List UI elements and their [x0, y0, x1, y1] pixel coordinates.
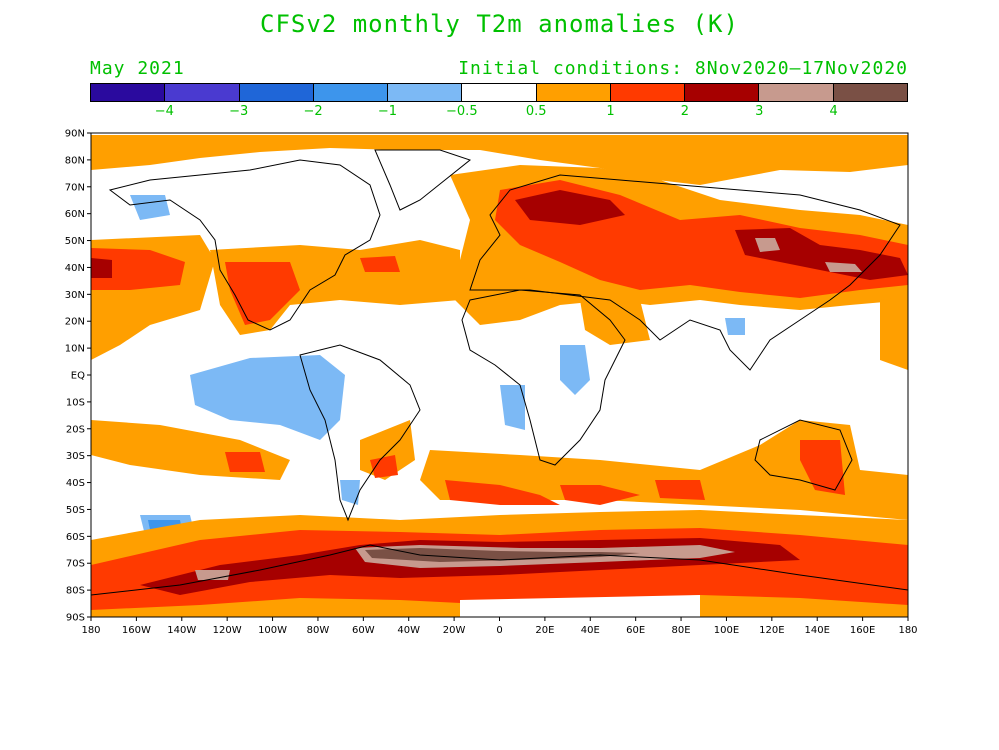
- legend-labels: −4 −3 −2 −1 −0.5 0.5 1 2 3 4: [90, 104, 908, 120]
- legend-swatch: [91, 84, 166, 101]
- greenland-outline: [374, 149, 472, 211]
- lat-label: 80S: [66, 586, 85, 597]
- lat-label: 70N: [65, 182, 85, 193]
- legend-label: 2: [680, 104, 690, 119]
- lat-label: 60S: [66, 532, 85, 543]
- anomaly-region: [755, 238, 780, 252]
- legend-label: 1: [606, 104, 615, 119]
- lat-label: 90S: [66, 613, 85, 624]
- lat-label: 60N: [65, 209, 85, 220]
- lon-label: 100E: [714, 625, 739, 636]
- anomaly-region: [560, 345, 590, 395]
- lon-label: 160E: [850, 625, 875, 636]
- anomaly-region: [655, 480, 705, 500]
- lat-label: 80N: [65, 155, 85, 166]
- legend-swatch: [536, 84, 611, 101]
- color-legend: [90, 83, 908, 102]
- lon-label: 40W: [397, 625, 420, 636]
- lon-label: 180: [898, 625, 917, 636]
- lat-label: 10N: [65, 344, 85, 355]
- legend-swatch: [313, 84, 389, 101]
- anomaly-region: [91, 135, 908, 185]
- south-america-outline: [299, 344, 421, 522]
- anomaly-region: [500, 385, 525, 430]
- lat-label: EQ: [71, 371, 85, 382]
- coastlines: [91, 149, 908, 596]
- anomaly-region: [340, 480, 360, 505]
- legend-label: −3: [229, 104, 249, 119]
- legend-label: 3: [755, 104, 764, 119]
- legend-swatch: [610, 84, 686, 101]
- lat-label: 20N: [65, 317, 85, 328]
- legend-label: −4: [154, 104, 174, 119]
- legend-swatch: [165, 84, 240, 101]
- north-america-outline: [108, 159, 381, 331]
- anomaly-region: [580, 300, 650, 345]
- legend-label: 4: [829, 104, 838, 119]
- anomaly-region: [91, 248, 185, 290]
- anomaly-region: [225, 452, 265, 472]
- lat-label: 50N: [65, 236, 85, 247]
- lon-label: 100W: [258, 625, 287, 636]
- initial-conditions: Initial conditions: 8Nov2020–17Nov2020: [458, 58, 908, 79]
- legend-label: 0.5: [525, 104, 547, 119]
- lon-label: 20W: [443, 625, 466, 636]
- legend-label: −0.5: [446, 104, 478, 119]
- legend-label: −2: [303, 104, 323, 119]
- legend-swatch: [462, 84, 537, 101]
- axis-ticks: 90N 80N 70N 60N 50N 40N 30N 20N 10N EQ 10S 20S 30S 40…: [65, 129, 918, 637]
- legend-swatch: [388, 84, 463, 101]
- australia-outline: [754, 419, 853, 491]
- lat-label: 20S: [66, 424, 85, 435]
- lat-label: 50S: [66, 505, 85, 516]
- lon-label: 120E: [759, 625, 784, 636]
- lon-label: 80W: [307, 625, 330, 636]
- anomaly-region: [515, 190, 625, 225]
- anomaly-region: [420, 420, 908, 520]
- legend-swatch: [685, 84, 760, 101]
- anomaly-region: [370, 455, 398, 478]
- valid-month: May 2021: [90, 58, 185, 79]
- legend-label: −1: [377, 104, 398, 119]
- legend-swatch: [239, 84, 314, 101]
- lon-label: 120W: [213, 625, 242, 636]
- lon-label: 60W: [352, 625, 375, 636]
- anomaly-region: [360, 256, 400, 272]
- lat-label: 90N: [65, 129, 85, 140]
- lat-label: 70S: [66, 559, 85, 570]
- africa-outline: [461, 289, 626, 466]
- anomaly-region: [560, 485, 640, 505]
- lon-label: 20E: [535, 625, 554, 636]
- lon-label: 0: [496, 625, 502, 636]
- anomaly-region: [825, 262, 862, 272]
- lat-label: 30N: [65, 290, 85, 301]
- anomaly-fields: [91, 135, 908, 617]
- lat-label: 10S: [66, 397, 85, 408]
- lon-label: 80E: [672, 625, 691, 636]
- lon-label: 40E: [581, 625, 600, 636]
- eurasia-outline: [469, 174, 901, 371]
- lat-label: 30S: [66, 451, 85, 462]
- anomaly-region: [91, 258, 112, 278]
- chart-title: CFSv2 monthly T2m anomalies (K): [260, 10, 739, 38]
- lon-label: 140E: [805, 625, 830, 636]
- lon-label: 160W: [122, 625, 151, 636]
- anomaly-region: [445, 480, 560, 505]
- anomaly-region: [460, 595, 700, 617]
- anomaly-region: [365, 548, 640, 562]
- anomaly-region: [735, 228, 908, 280]
- lon-label: 60E: [626, 625, 645, 636]
- anomaly-region: [225, 262, 300, 325]
- anomaly-region: [880, 295, 908, 370]
- anomaly-region: [725, 318, 745, 335]
- lon-label: 180: [81, 625, 100, 636]
- lat-label: 40S: [66, 478, 85, 489]
- lat-label: 40N: [65, 263, 85, 274]
- anomaly-region: [800, 440, 845, 495]
- lon-label: 140W: [167, 625, 196, 636]
- legend-swatch: [833, 84, 907, 101]
- antarctica-outline: [91, 544, 908, 596]
- legend-swatch: [759, 84, 834, 101]
